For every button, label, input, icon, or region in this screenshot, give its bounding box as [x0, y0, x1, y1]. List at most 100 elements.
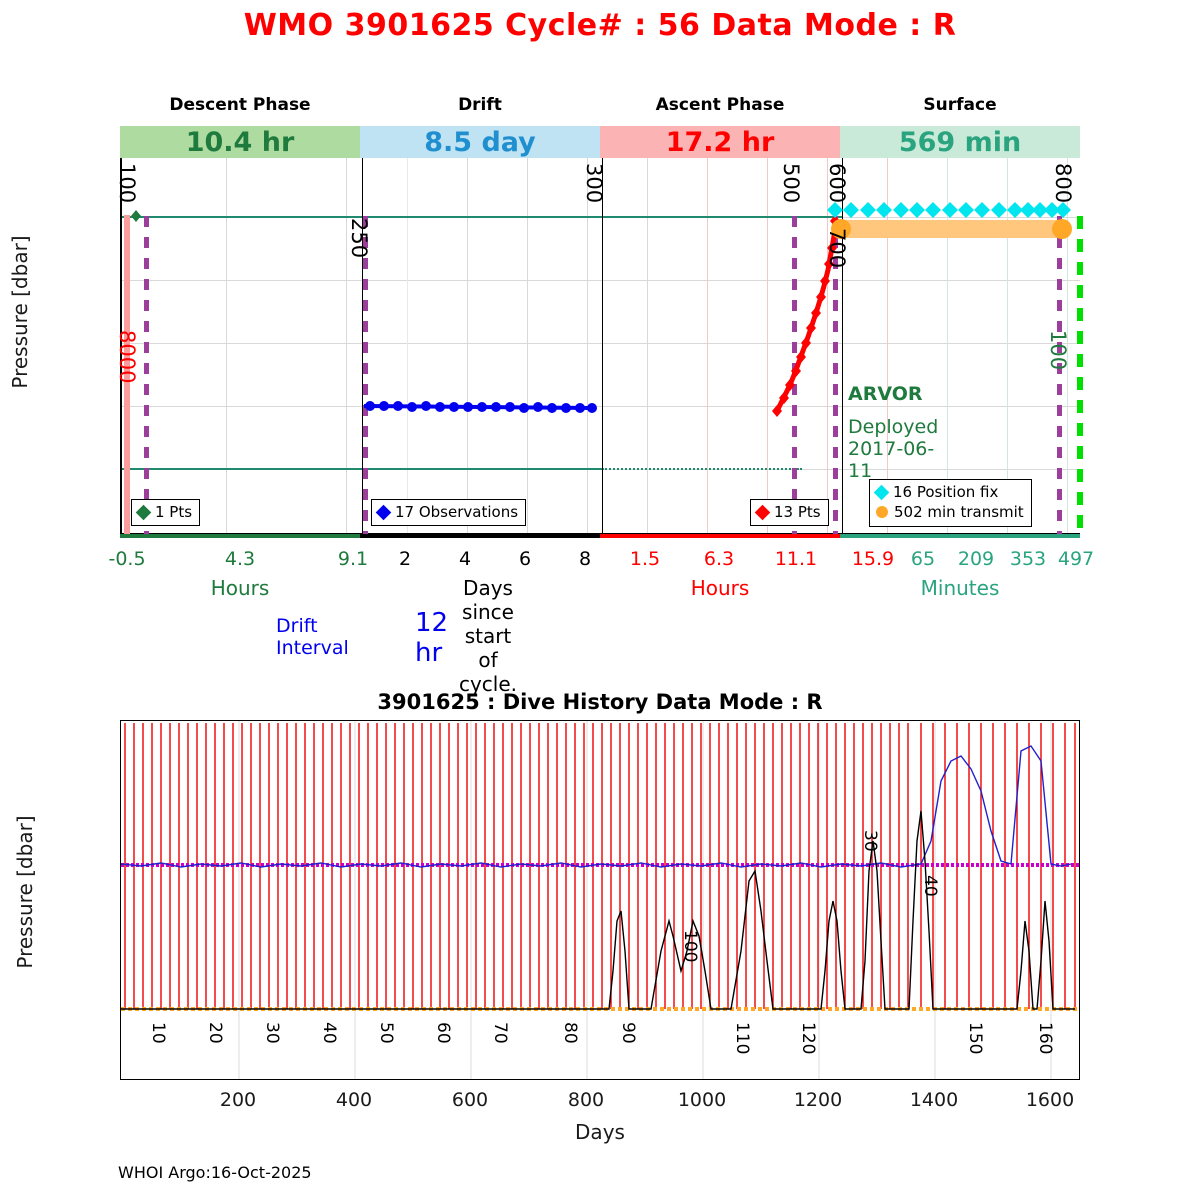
drift-interval-value: 12 hr — [415, 608, 449, 668]
inplot-code-100: 100 — [115, 163, 139, 204]
gridline-v — [887, 158, 888, 533]
bottom-y-axis-label: Pressure [dbar] — [13, 815, 37, 969]
x-axis-segment-descent — [120, 534, 360, 538]
legend-ascent-label: 13 Pts — [774, 503, 821, 521]
gridline-v — [947, 158, 948, 533]
gridline-h — [122, 406, 1080, 407]
phase-title-drift: Drift — [458, 95, 502, 115]
cycle-label-30: 30 — [262, 1022, 282, 1044]
descent-start-bar — [124, 215, 130, 535]
x-unit-ascent: Hours — [690, 576, 750, 600]
max-depth-envelope — [121, 810, 1075, 1010]
gridline-v — [827, 158, 828, 533]
gridline-v — [767, 158, 768, 533]
cycle-label-110: 110 — [732, 1022, 752, 1055]
descent-marker-icon — [135, 504, 152, 520]
x-axis-segment-drift — [360, 534, 600, 538]
inplot-code-700: 700 — [825, 228, 849, 269]
top-x-axis — [120, 534, 1080, 538]
gridline-v — [407, 158, 408, 533]
gridline-v — [1007, 158, 1008, 533]
drift-observation-series — [363, 401, 597, 413]
transmit-marker-icon — [876, 506, 888, 519]
x-unit-drift: Days since start of cycle. — [458, 576, 518, 696]
phase-duration-surface: 569 min — [840, 126, 1080, 158]
phase-title-descent: Descent Phase — [169, 95, 311, 115]
gridline-v — [467, 158, 468, 533]
cycle-label-120: 120 — [798, 1022, 818, 1055]
drift-marker-icon — [375, 504, 392, 520]
cycle-end-marker-dashed — [1077, 216, 1083, 535]
x-unit-descent: Hours — [210, 576, 270, 600]
cycle-vertical-lines — [124, 723, 1076, 1009]
cycle-label-60: 60 — [433, 1022, 453, 1044]
ascent-marker-icon — [754, 504, 771, 520]
xtick-drift-1: 4 — [458, 548, 472, 570]
transmit-duration-bar — [838, 220, 1066, 238]
dive-history-code-30: 30 — [860, 830, 880, 852]
park-pressure-trace — [121, 745, 1072, 868]
gridline-v — [647, 158, 648, 533]
legend-surface: 16 Position fix 502 min transmit — [869, 479, 1032, 527]
inplot-code-8000: 8000 — [115, 330, 139, 384]
inplot-code-300: 300 — [582, 163, 606, 204]
phase-title-ascent: Ascent Phase — [655, 95, 785, 115]
cycle-label-90: 90 — [618, 1022, 638, 1044]
bottom-x-axis-label: Days — [575, 1120, 625, 1144]
bottom-xtick-1000: 1000 — [677, 1089, 727, 1111]
transmit-end-marker — [1052, 219, 1072, 239]
bottom-xtick-400: 400 — [335, 1089, 373, 1111]
phase-duration-band: 10.4 hr 8.5 day 17.2 hr 569 min — [120, 126, 1080, 158]
cycle-label-150: 150 — [965, 1022, 985, 1055]
footer-credit: WHOI Argo:16-Oct-2025 — [118, 1163, 312, 1182]
profile-depth-reference-dotted — [602, 468, 802, 470]
gridline-v — [226, 158, 227, 533]
phase-separator-dashed — [833, 216, 838, 535]
xtick-descent-0: -0.5 — [108, 548, 146, 570]
ascent-profile-series — [772, 215, 840, 417]
phase-duration-descent: 10.4 hr — [120, 126, 360, 158]
position-fix-marker-icon — [873, 484, 890, 500]
phase-duration-ascent: 17.2 hr — [600, 126, 840, 158]
cycle-label-80: 80 — [560, 1022, 580, 1044]
legend-transmit-label: 502 min transmit — [894, 503, 1024, 522]
phase-separator-dashed — [144, 216, 149, 535]
bottom-xtick-200: 200 — [219, 1089, 257, 1111]
gridline-v — [1067, 158, 1068, 533]
xtick-ascent-1: 6.3 — [703, 548, 735, 570]
bottom-xtick-800: 800 — [567, 1089, 605, 1111]
dive-history-plot-area — [120, 720, 1080, 1080]
inplot-code-800: 800 — [1051, 163, 1075, 204]
deployment-date-label: Deployed 2017-06-11 — [848, 416, 939, 482]
float-type-label: ARVOR — [848, 383, 923, 405]
gridline-v — [527, 158, 528, 533]
phase-separator-dashed — [363, 216, 368, 535]
gridline-v — [587, 158, 588, 533]
legend-drift: 17 Observations — [371, 499, 527, 527]
cycle-label-100: 100 — [680, 930, 700, 963]
gridline-h — [122, 280, 1080, 281]
phase-boundary-line — [842, 158, 843, 535]
transmit-start-marker — [831, 219, 851, 239]
cycle-label-20: 20 — [205, 1022, 225, 1044]
drift-interval-label: Drift Interval — [276, 615, 349, 659]
phase-title-row: Descent Phase Drift Ascent Phase Surface — [120, 92, 1080, 118]
bottom-xtick-1400: 1400 — [909, 1089, 959, 1111]
legend-position-fix-label: 16 Position fix — [893, 483, 999, 501]
dive-history-code-40: 40 — [920, 875, 940, 897]
dive-history-title: 3901625 : Dive History Data Mode : R — [377, 690, 823, 714]
xtick-ascent-2: 11.1 — [774, 548, 818, 570]
surface-reference-line — [122, 216, 842, 218]
x-unit-surface: Minutes — [920, 576, 1000, 600]
phase-boundary-line — [602, 158, 603, 535]
inplot-code-250: 250 — [347, 218, 371, 259]
dive-history-svg — [121, 721, 1079, 1079]
xtick-descent-1: 4.3 — [224, 548, 256, 570]
x-axis-segment-ascent — [600, 534, 840, 538]
top-plot-area — [120, 158, 1083, 535]
position-fix-series — [827, 202, 1071, 218]
gridline-h — [122, 343, 1080, 344]
bottom-xtick-1200: 1200 — [793, 1089, 843, 1111]
legend-descent: 1 Pts — [131, 499, 201, 527]
